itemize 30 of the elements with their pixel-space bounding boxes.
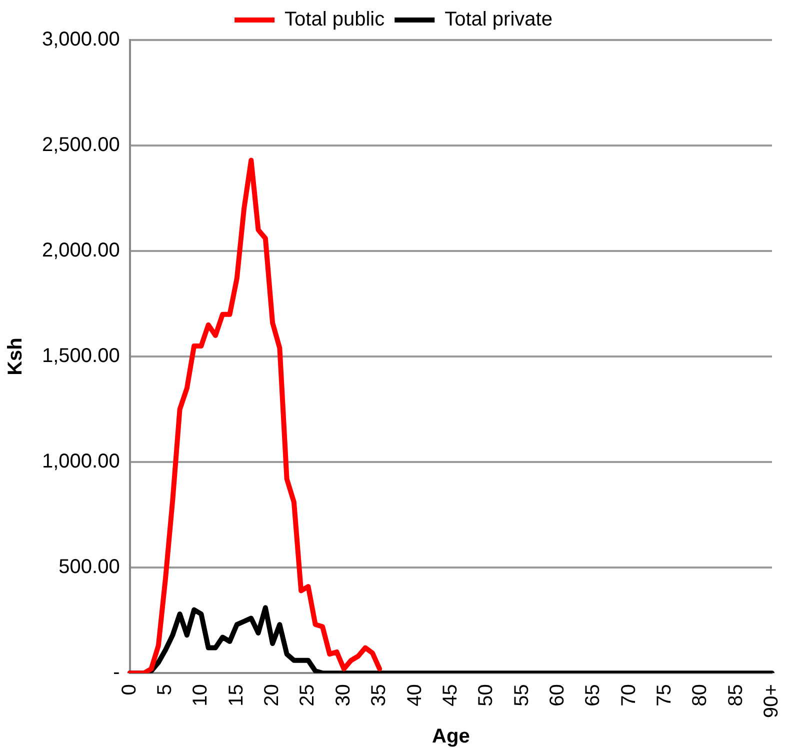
x-tick-label: 70 [618, 684, 640, 706]
x-tick-label: 50 [475, 684, 498, 706]
y-tick-label: 3,000.00 [42, 28, 120, 51]
y-tick-label: 1,000.00 [42, 450, 120, 473]
x-tick-label: 5 [154, 684, 176, 696]
x-axis-title: Age [432, 726, 470, 748]
y-axis-title: Ksh [4, 338, 27, 376]
x-tick-label: 45 [439, 684, 462, 706]
x-tick-label: 90+ [760, 684, 783, 718]
x-tick-label: 30 [332, 684, 354, 706]
legend-label: Total private [444, 8, 552, 31]
y-tick-label: 2,000.00 [42, 240, 120, 262]
y-tick-label: 2,500.00 [42, 134, 120, 156]
x-tick-label: 85 [724, 684, 747, 706]
x-tick-label: 65 [582, 684, 604, 706]
legend-label: Total public [284, 8, 385, 31]
x-tick-label: 55 [510, 684, 533, 706]
y-tick-label: 1,500.00 [42, 345, 120, 368]
x-tick-label: 10 [190, 684, 212, 706]
x-tick-label: 0 [118, 684, 140, 696]
x-tick-label: 60 [546, 684, 568, 706]
y-tick-label: 500.00 [58, 556, 120, 578]
x-tick-label: 20 [261, 684, 284, 706]
x-tick-label: 40 [404, 684, 426, 706]
x-tick-label: 75 [653, 684, 676, 706]
x-tick-label: 15 [225, 684, 248, 706]
y-tick-label: - [113, 662, 120, 684]
x-tick-label: 80 [689, 684, 712, 706]
x-tick-label: 25 [296, 684, 319, 706]
x-tick-label: 35 [368, 684, 390, 706]
